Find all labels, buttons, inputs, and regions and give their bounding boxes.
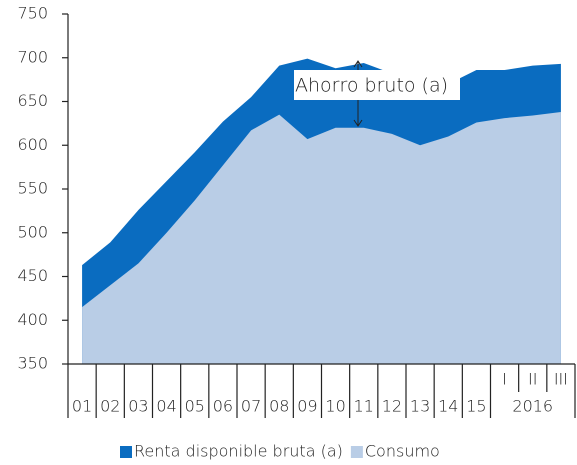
x-tick-label: III (554, 370, 568, 389)
y-tick-label: 600 (17, 135, 48, 154)
x-tick-label: 11 (354, 397, 374, 416)
y-tick-label: 750 (17, 4, 48, 23)
x-tick-label: I (502, 370, 507, 389)
y-tick-label: 350 (17, 354, 48, 373)
x-tick-label: 07 (241, 397, 261, 416)
legend-label: Consumo (365, 442, 440, 461)
x-tick-label: 03 (128, 397, 148, 416)
x-tick-label: 06 (213, 397, 233, 416)
x-tick-label: 10 (325, 397, 345, 416)
area (82, 112, 561, 364)
x-tick-label: 02 (100, 397, 120, 416)
x-tick-label: 04 (156, 397, 176, 416)
y-tick-label: 450 (17, 266, 48, 285)
x-tick-label: 12 (382, 397, 402, 416)
x-tick-label: 14 (438, 397, 458, 416)
x-tick-label: II (528, 370, 537, 389)
legend-swatch (120, 446, 132, 458)
x-tick-label: 08 (269, 397, 289, 416)
x-tick-label: 01 (72, 397, 92, 416)
x-tick-label: 15 (466, 397, 486, 416)
legend-swatch (350, 446, 363, 458)
annotation: Ahorro bruto (a) (295, 75, 448, 97)
legend-label: Renta disponible bruta (a) (134, 442, 343, 461)
annotation-box (294, 70, 460, 100)
x-tick-label: 13 (410, 397, 430, 416)
y-tick-label: 650 (17, 91, 48, 110)
x-group-label: 2016 (512, 397, 553, 416)
y-tick-label: 550 (17, 179, 48, 198)
y-tick-label: 500 (17, 222, 48, 241)
arrow-head (353, 60, 363, 127)
x-tick-label: 09 (297, 397, 317, 416)
y-tick-label: 700 (17, 47, 48, 66)
y-tick-label: 400 (17, 310, 48, 329)
x-tick-label: 05 (185, 397, 205, 416)
